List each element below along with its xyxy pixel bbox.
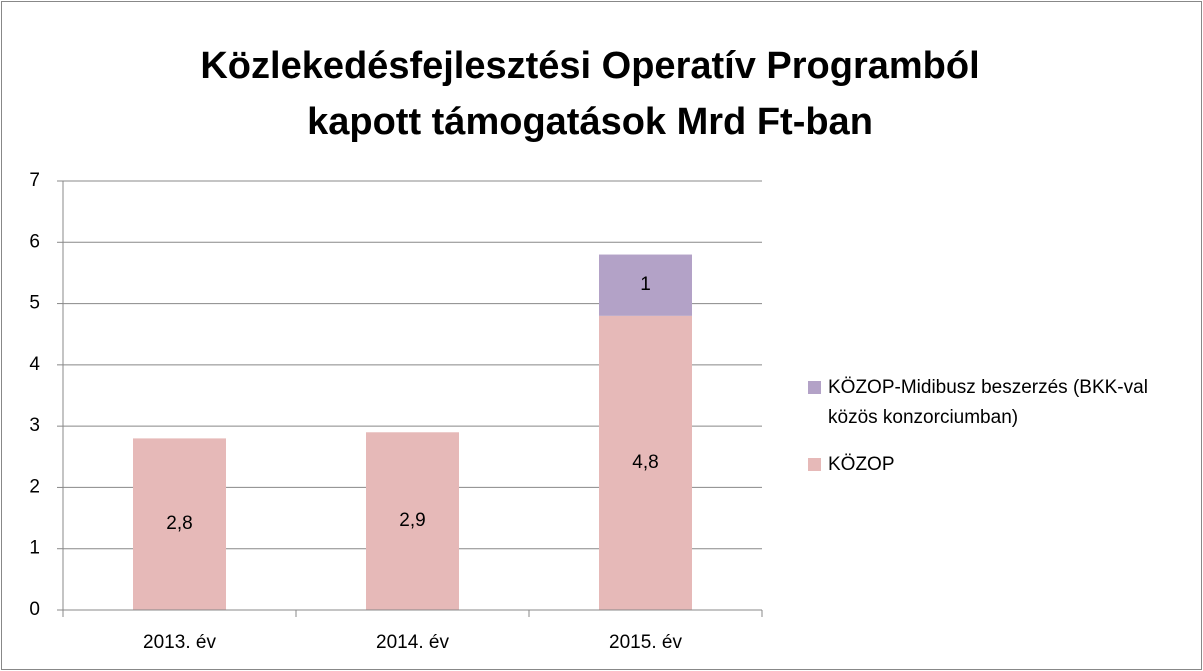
data-label: 1 [640,274,651,295]
chart-title: Közlekedésfejlesztési Operatív Programbó… [200,45,980,143]
data-label: 2,9 [399,510,425,531]
bar-segment [133,438,226,610]
x-tick-label: 2013. év [143,632,216,653]
y-tick-label: 7 [29,170,40,191]
data-label: 2,8 [166,513,192,534]
data-label: 4,8 [632,452,658,473]
y-tick-label: 3 [29,415,40,436]
y-tick-label: 2 [29,476,40,497]
bar-segment [366,432,459,610]
y-tick-label: 4 [29,354,40,375]
legend-item: KÖZOP-Midibusz beszerzés (BKK-val közös … [808,373,1158,433]
bar-segment [599,315,692,610]
bar-segment [599,254,692,316]
y-tick-label: 6 [29,231,40,252]
legend-swatch [808,381,821,394]
x-tick-label: 2014. év [376,632,449,653]
legend-item: KÖZOP [808,450,1158,480]
y-tick-label: 5 [29,293,40,314]
legend-label: KÖZOP [828,454,895,475]
legend-label: KÖZOP-Midibusz beszerzés (BKK-val közös … [828,377,1148,428]
y-tick-label: 0 [29,599,40,620]
legend-swatch [808,458,821,471]
x-tick-label: 2015. év [609,632,682,653]
y-tick-label: 1 [29,538,40,559]
